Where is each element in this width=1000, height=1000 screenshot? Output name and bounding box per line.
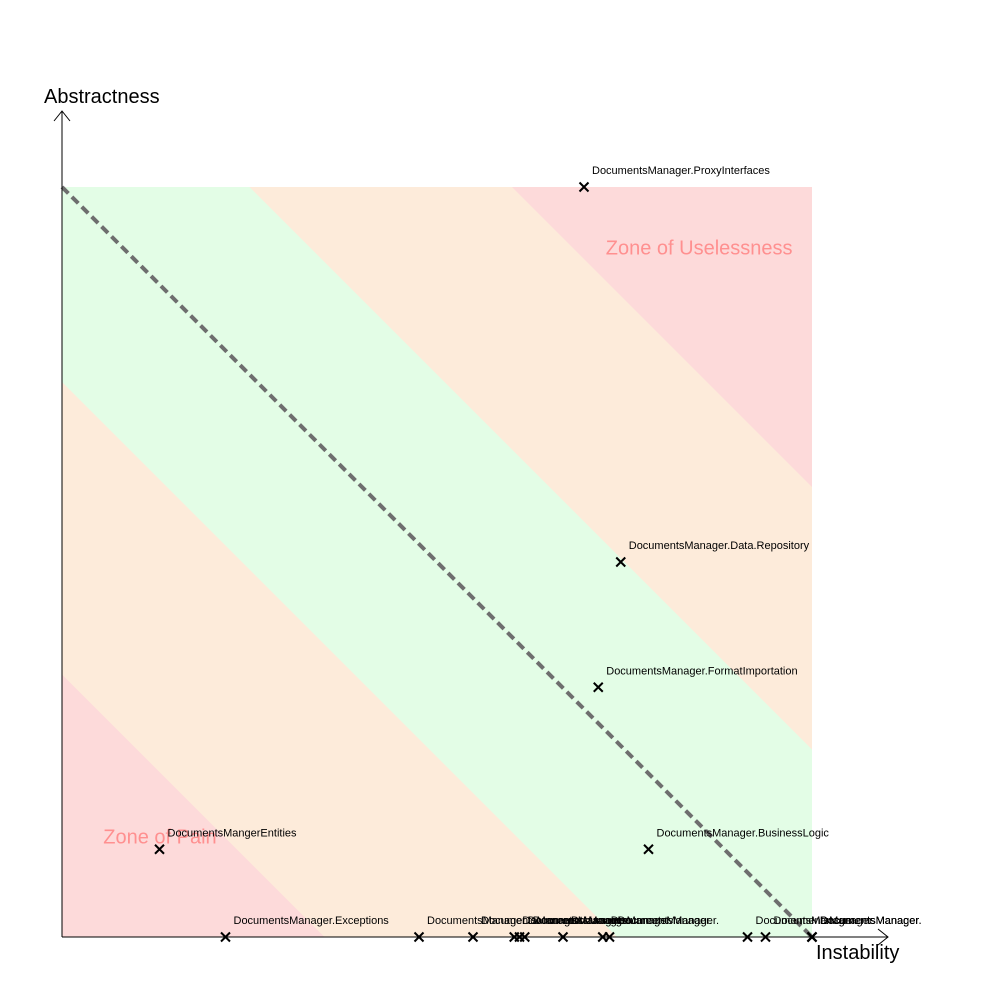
data-point: DocumentsManager.: [604, 915, 720, 943]
point-label: DocumentsManager.ProxyInterfaces: [592, 165, 770, 177]
point-marker-x: [467, 931, 479, 943]
data-point: DocumentsManager.: [557, 915, 673, 943]
main-sequence-line: [60, 185, 814, 939]
data-point: DocumentsManager.: [519, 915, 635, 943]
point-label: DocumentsManager.Exceptions: [234, 915, 390, 927]
zone-label-zone-of-uselessness: Zone of Uselessness: [606, 238, 793, 260]
point-marker-x: [742, 931, 753, 943]
band-near-main-sequence: [62, 187, 812, 937]
data-point: DocumentsManager.: [760, 915, 876, 943]
point-label: DocumentsManager.: [571, 915, 673, 927]
point-label: DocumentsManager.: [427, 915, 529, 927]
point-marker-x: [220, 931, 231, 943]
data-points: DocumentsManager.ProxyInterfaces Document…: [154, 165, 922, 943]
data-point: DocumentsManager.: [806, 915, 922, 943]
point-marker-x: [519, 931, 530, 943]
point-label: DocumentsManager.: [522, 915, 624, 927]
point-label: DocumentsManager.: [820, 915, 922, 927]
point-label: DocumentsManager.Data.Repository: [629, 540, 810, 552]
point-marker-x: [643, 844, 654, 855]
data-point: DocumentsMangerEntities: [154, 827, 298, 855]
point-label: DocumentsManager.: [528, 915, 630, 927]
point-label: DocumentsMangerEntities: [168, 827, 298, 839]
band-far-lower: [62, 674, 325, 937]
point-label: DocumentsManager.FormatImportation: [606, 665, 797, 677]
point-label: DocumentsManager.: [820, 915, 922, 927]
axes: Abstractness Instability: [44, 86, 899, 964]
point-label: DocumentsManager.: [481, 915, 583, 927]
data-point: DocumentsManager.ProxyInterfaces: [578, 165, 770, 193]
point-marker-x: [578, 181, 590, 193]
data-point: DocumentsManager.FormatImportation: [593, 665, 798, 693]
band-far-upper: [512, 187, 812, 487]
x-axis-title: Instability: [816, 942, 899, 964]
data-point: DocumentsManager.BusinessLogic: [643, 827, 830, 855]
point-marker-x: [154, 844, 165, 855]
data-point: DocumentsManager.Exceptions: [220, 915, 390, 943]
y-axis-title: Abstractness: [44, 86, 160, 108]
point-label: DocumentsManager.: [611, 915, 713, 927]
point-label: DocumentsManager.: [533, 915, 635, 927]
point-label: DocumentsManager.: [618, 915, 720, 927]
point-marker-x: [413, 931, 425, 943]
point-marker-x: [593, 682, 604, 693]
point-label: DocumentsManager.: [820, 915, 922, 927]
data-point: DocumentsManager.Data.Repository: [615, 540, 810, 568]
point-marker-x: [557, 931, 569, 943]
x-axis-arrowhead: [877, 928, 889, 946]
point-marker-x: [806, 931, 818, 943]
data-point: DocumentsManager.: [742, 915, 858, 943]
data-point: DocumentsManager.: [467, 915, 583, 943]
point-label: DocumentsManager.: [756, 915, 858, 927]
zone-label-zone-of-pain: Zone of Pain: [103, 826, 216, 848]
data-point: DocumentsManager.: [413, 915, 529, 943]
distance-bands: [62, 187, 812, 937]
point-marker-x: [604, 931, 615, 943]
y-axis-arrowhead: [53, 110, 71, 122]
point-marker-x: [615, 556, 626, 568]
point-label: DocumentsManager.BusinessLogic: [657, 827, 830, 839]
point-label: DocumentsManager.: [774, 915, 876, 927]
zone-labels: Zone of Uselessness Zone of Pain: [103, 238, 792, 849]
point-marker-x: [760, 931, 771, 943]
